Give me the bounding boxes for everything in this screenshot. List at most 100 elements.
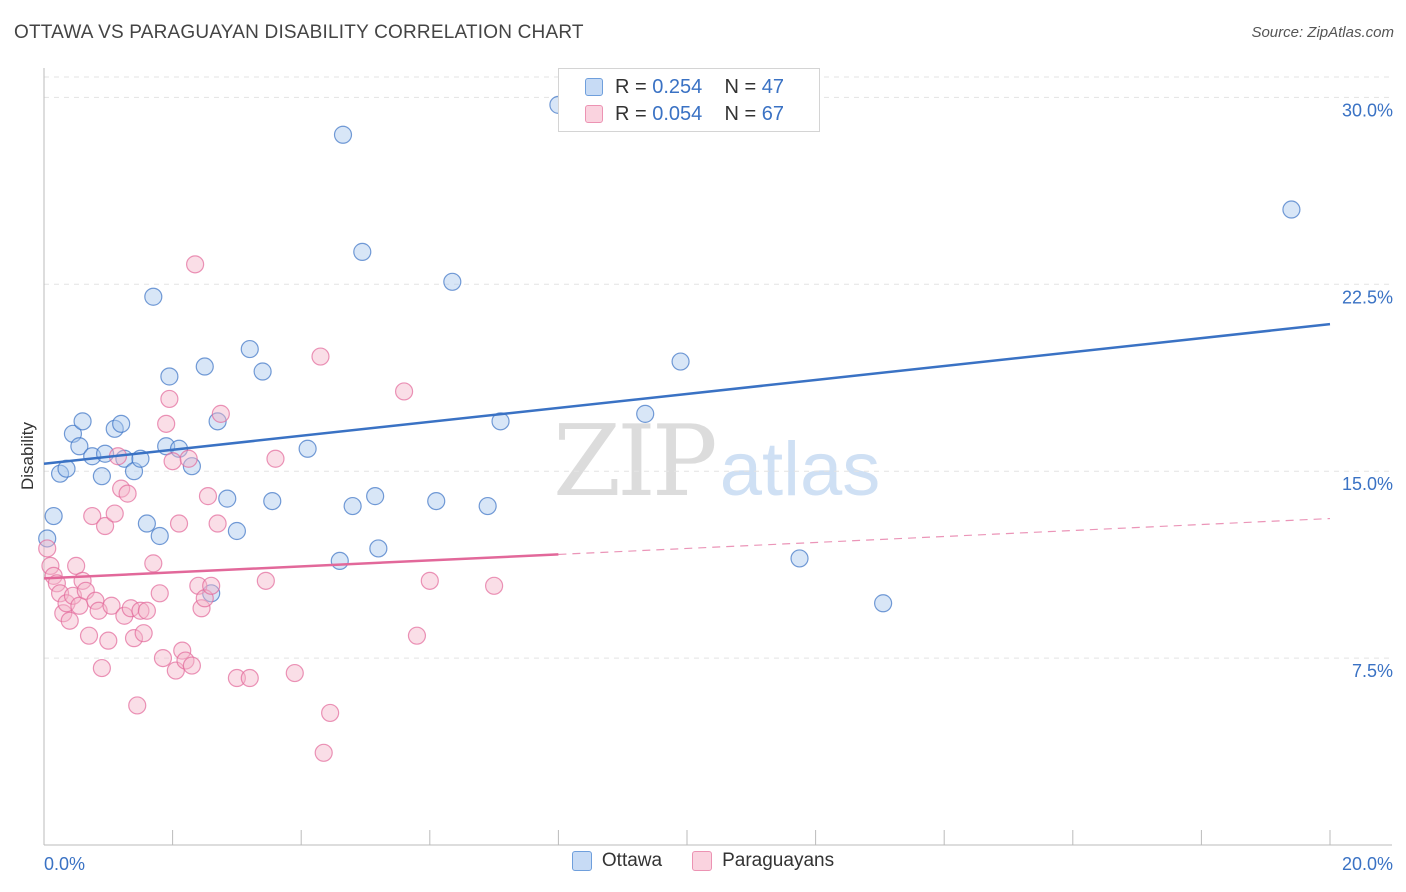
- y-tick-label: 15.0%: [1342, 474, 1393, 494]
- ottawa-point: [160, 367, 179, 386]
- ottawa-point: [874, 594, 893, 613]
- ottawa-point: [343, 496, 362, 516]
- ottawa-point: [44, 506, 63, 526]
- stats-legend: R = 0.254 N = 47 R = 0.054 N = 67: [558, 68, 820, 132]
- paraguayans-trend-line: [43, 553, 559, 580]
- paraguayans-point: [105, 504, 124, 523]
- paraguayans-point: [92, 658, 111, 678]
- paraguayans-point: [41, 556, 60, 575]
- paraguayans-point: [118, 484, 137, 503]
- paraguayans-point: [227, 668, 246, 688]
- paraguayans-swatch: [692, 851, 713, 871]
- legend-item-paraguayans: Paraguayans: [692, 850, 834, 872]
- ottawa-point: [227, 521, 246, 541]
- r-value: 0.254: [652, 75, 703, 98]
- watermark-zip: ZIP: [553, 405, 718, 519]
- paraguayans-point: [153, 648, 173, 668]
- paraguayans-point: [157, 414, 176, 433]
- y-tick-label: 30.0%: [1342, 100, 1393, 120]
- legend-item-ottawa: Ottawa: [571, 850, 663, 872]
- paraguayans-point: [79, 626, 99, 645]
- paraguayans-point: [182, 656, 201, 675]
- ottawa-point: [427, 491, 446, 511]
- legend-label: Ottawa: [601, 850, 663, 871]
- paraguayans-point: [54, 604, 73, 623]
- paraguayans-point: [202, 576, 221, 595]
- ottawa-point: [353, 242, 372, 261]
- paraguayans-point: [95, 516, 115, 536]
- ottawa-point: [73, 412, 92, 431]
- paraguayans-point: [420, 571, 439, 590]
- paraguayans-point: [321, 703, 340, 723]
- ottawa-point: [636, 404, 655, 423]
- paraguayans-point: [394, 382, 414, 401]
- paraguayans-point: [285, 663, 304, 683]
- ottawa-point: [369, 539, 388, 558]
- legend-label: Paraguayans: [722, 850, 835, 871]
- paraguayans-point: [256, 571, 275, 590]
- paraguayans-point: [83, 506, 102, 526]
- ottawa-point: [253, 362, 272, 381]
- watermark: ZIPatlas: [553, 405, 880, 519]
- paraguayans-point: [311, 347, 330, 366]
- paraguayans-point: [266, 449, 285, 468]
- ottawa-point: [330, 551, 349, 571]
- paraguayans-point: [134, 624, 153, 643]
- legend-row-ottawa: R = 0.254 N = 47: [585, 74, 784, 100]
- ottawa-point: [443, 272, 462, 291]
- paraguayans-point: [150, 584, 169, 603]
- paraguayans-point: [99, 631, 118, 650]
- y-tick-label: 7.5%: [1352, 661, 1393, 681]
- paraguayans-point: [38, 539, 57, 558]
- series-legend: Ottawa Paraguayans: [0, 850, 1406, 872]
- watermark-atlas: atlas: [719, 427, 881, 512]
- ottawa-point: [671, 352, 690, 371]
- ottawa-point: [112, 414, 131, 433]
- paraguayans-point: [407, 626, 427, 645]
- chart-title: OTTAWA VS PARAGUAYAN DISABILITY CORRELAT…: [14, 22, 584, 43]
- ottawa-trend-line: [43, 322, 1331, 465]
- paraguayans-point: [485, 576, 504, 595]
- paraguayans-point: [211, 404, 230, 423]
- n-label: N =: [724, 102, 757, 125]
- ottawa-point: [70, 437, 89, 456]
- ottawa-point: [298, 439, 317, 458]
- ottawa-point: [491, 412, 510, 431]
- ottawa-point: [218, 489, 237, 508]
- n-value: 67: [761, 102, 785, 125]
- n-label: N =: [724, 75, 757, 98]
- paraguayans-point: [124, 629, 144, 648]
- ottawa-point: [333, 125, 353, 144]
- ottawa-point: [150, 526, 169, 546]
- y-axis-label: Disability: [18, 421, 37, 491]
- paraguayans-point: [163, 452, 182, 471]
- paraguayans-point: [314, 743, 333, 762]
- paraguayans-point: [60, 611, 79, 630]
- paraguayans-point: [179, 449, 198, 468]
- r-label: R =: [615, 102, 647, 125]
- paraguayans-point: [173, 641, 192, 660]
- paraguayans-point: [144, 554, 163, 573]
- paraguayans-point: [102, 596, 121, 615]
- paraguayans-point: [198, 487, 218, 506]
- ottawa-point: [263, 491, 282, 511]
- paraguayans-point: [169, 514, 189, 533]
- ottawa-point: [240, 339, 259, 359]
- paraguayans-point: [76, 581, 95, 600]
- ottawa-swatch: [571, 851, 592, 871]
- x-tick-label: 0.0%: [44, 854, 85, 874]
- r-value: 0.054: [652, 102, 703, 125]
- source-label: Source: ZipAtlas.com: [1251, 24, 1394, 41]
- r-label: R =: [615, 75, 647, 98]
- legend-row-paraguayans: R = 0.054 N = 67: [585, 101, 784, 127]
- ottawa-point: [92, 467, 111, 486]
- paraguayans-point: [192, 599, 211, 618]
- ottawa-point: [478, 496, 497, 516]
- paraguayans-point: [128, 696, 147, 715]
- paraguayans-swatch: [585, 105, 603, 123]
- y-tick-label: 22.5%: [1342, 287, 1393, 307]
- paraguayans-point: [160, 389, 179, 409]
- paraguayans-point: [186, 255, 205, 274]
- ottawa-point: [1282, 200, 1301, 219]
